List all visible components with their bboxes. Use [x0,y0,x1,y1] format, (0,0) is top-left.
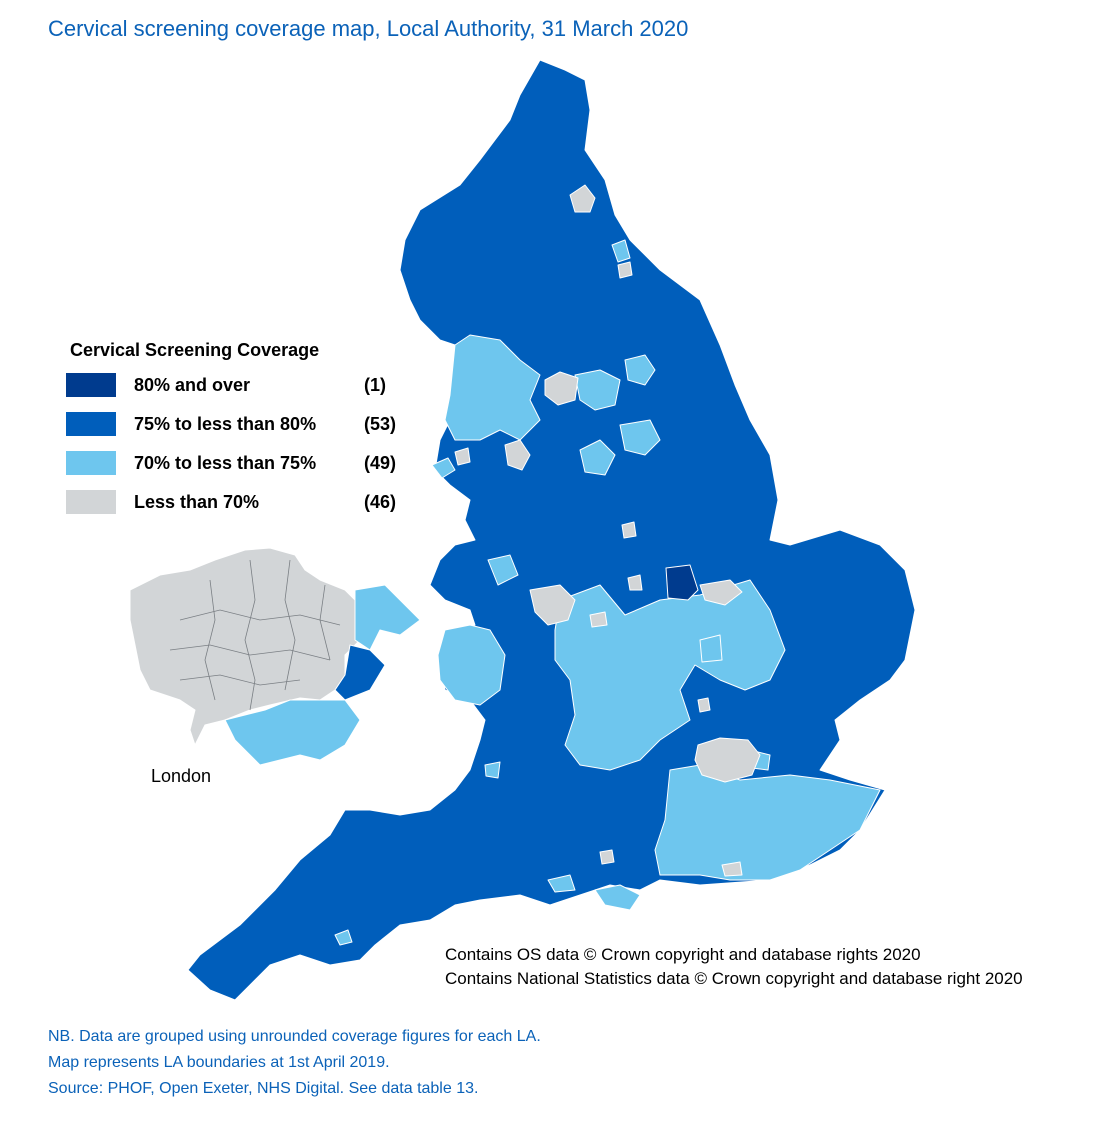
london-inset-map [129,547,421,766]
map-region-leicester [627,574,643,591]
legend-item-count: (49) [364,453,397,473]
legend-item-label: Less than 70% [134,492,260,512]
map-region-middlesbrough [617,261,633,279]
map-title: Cervical screening coverage map, Local A… [48,16,689,41]
map-region-birmingham [529,584,576,626]
map-region-brighton [721,861,743,877]
map-legend: Cervical Screening Coverage 80% and over… [66,340,426,529]
map-region-rutland [665,564,699,601]
map-region-cheshire-small [487,554,519,586]
london-inset-east-dark [334,644,386,701]
map-region-shropshire-west [437,624,506,706]
map-region-liverpool [454,447,471,466]
note-line: Map represents LA boundaries at 1st Apri… [48,1054,390,1071]
map-region-hull [619,419,661,456]
map-region-newcastle [569,184,596,213]
legend-item-label: 70% to less than 75% [134,453,317,473]
copyright-credits: Contains OS data © Crown copyright and d… [445,943,1023,991]
map-region-portsmouth [547,874,576,893]
footnotes: NB. Data are grouped using unrounded cov… [48,1024,541,1102]
legend-swatch [66,373,116,397]
legend-item-label: 75% to less than 80% [134,414,317,434]
note-line: Source: PHOF, Open Exeter, NHS Digital. … [48,1080,479,1097]
map-region-isle-of-wight [594,884,641,911]
map-region-luton [697,697,711,713]
map-region-torbay [334,929,353,946]
map-region-bedford [699,634,723,663]
map-region-leeds [579,439,616,476]
credit-line: Contains OS data © Crown copyright and d… [445,945,921,964]
map-region-hartlepool [611,239,631,263]
legend-item: 75% to less than 80% (53) [66,412,426,451]
map-region-southampton [599,849,615,865]
london-inset-east-light [354,584,421,651]
london-inset-south [224,699,361,766]
legend-swatch [66,490,116,514]
legend-item: 70% to less than 75% (49) [66,451,426,490]
map-region-london [694,737,761,783]
map-region-midlands-east [554,579,786,771]
map-region-blackpool [431,457,456,479]
map-region-cumbria-south [444,334,541,441]
map-region-peterborough [699,579,743,606]
legend-item-count: (1) [364,375,386,395]
legend-swatch [66,412,116,436]
legend-item-label: 80% and over [134,375,251,395]
map-region-southeast [654,764,881,881]
map-region-coventry [589,611,608,628]
legend-item-count: (46) [364,492,397,512]
legend-item-count: (53) [364,414,397,434]
legend-swatch [66,451,116,475]
map-region-manchester [504,439,531,471]
note-line: NB. Data are grouped using unrounded cov… [48,1028,541,1045]
credit-line: Contains National Statistics data © Crow… [445,969,1023,988]
map-region-bristol [484,761,501,779]
legend-title: Cervical Screening Coverage [70,340,320,360]
map-region-north-yorkshire-east [574,369,621,411]
legend-item: Less than 70% (46) [66,490,426,529]
legend-item: 80% and over (1) [66,373,426,412]
map-region-nottingham [621,521,637,539]
london-inset-label: London [151,766,212,786]
map-region-york [624,354,656,386]
map-region-bradford [544,371,579,406]
